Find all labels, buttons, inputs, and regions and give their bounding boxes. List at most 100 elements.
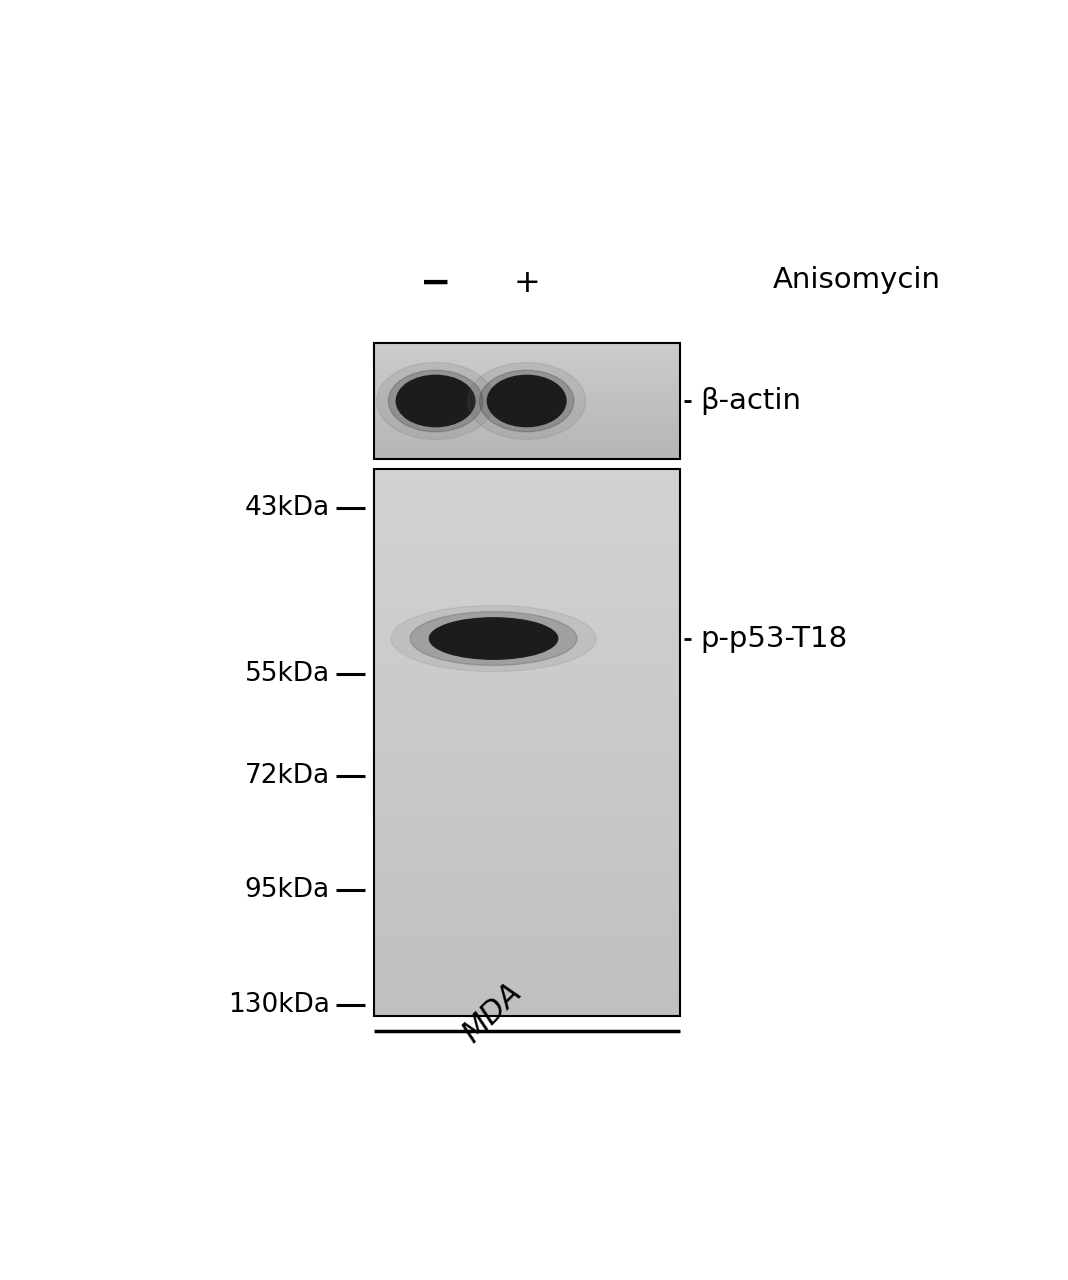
Bar: [374, 823, 679, 832]
Bar: [374, 762, 679, 769]
Bar: [374, 387, 679, 389]
Bar: [374, 659, 679, 667]
Bar: [374, 456, 679, 458]
Bar: [374, 495, 679, 503]
Bar: [374, 360, 679, 362]
Bar: [374, 502, 679, 509]
Bar: [374, 741, 679, 749]
Bar: [374, 980, 679, 988]
Bar: [374, 475, 679, 483]
Bar: [374, 584, 679, 593]
Bar: [374, 420, 679, 422]
Bar: [374, 435, 679, 438]
Bar: [374, 428, 679, 430]
Bar: [374, 422, 679, 424]
Bar: [374, 858, 679, 865]
Bar: [374, 398, 679, 401]
Bar: [374, 1009, 679, 1016]
Bar: [374, 618, 679, 626]
Bar: [374, 393, 679, 396]
Ellipse shape: [487, 375, 566, 426]
Bar: [374, 353, 679, 356]
Bar: [374, 755, 679, 763]
Bar: [374, 402, 679, 404]
Bar: [374, 728, 679, 736]
Bar: [374, 530, 679, 538]
Bar: [374, 927, 679, 934]
Text: MDA: MDA: [456, 978, 527, 1048]
Bar: [374, 1001, 679, 1009]
Bar: [374, 390, 679, 392]
Ellipse shape: [429, 618, 557, 659]
Bar: [374, 415, 679, 417]
Bar: [374, 694, 679, 701]
Bar: [374, 355, 679, 357]
Bar: [374, 831, 679, 838]
Bar: [374, 892, 679, 900]
Bar: [374, 430, 679, 433]
Bar: [374, 884, 679, 893]
Bar: [374, 810, 679, 818]
Bar: [374, 837, 679, 845]
Bar: [374, 864, 679, 873]
Bar: [374, 403, 679, 406]
Bar: [374, 489, 679, 497]
Bar: [374, 426, 679, 429]
Bar: [374, 919, 679, 927]
Bar: [374, 445, 679, 448]
Bar: [374, 343, 679, 460]
Bar: [374, 769, 679, 777]
Bar: [374, 436, 679, 439]
Bar: [374, 348, 679, 351]
Bar: [374, 378, 679, 380]
Bar: [374, 516, 679, 524]
Bar: [374, 563, 679, 572]
Bar: [374, 448, 679, 451]
Bar: [374, 803, 679, 810]
Text: 72kDa: 72kDa: [245, 763, 330, 790]
Bar: [374, 708, 679, 716]
Bar: [374, 899, 679, 906]
Bar: [374, 591, 679, 599]
Bar: [374, 375, 679, 378]
Bar: [374, 376, 679, 379]
Bar: [374, 721, 679, 728]
Bar: [374, 947, 679, 955]
Bar: [374, 468, 679, 476]
Bar: [374, 358, 679, 360]
Bar: [374, 439, 679, 442]
Bar: [374, 612, 679, 620]
Bar: [374, 396, 679, 398]
Bar: [374, 817, 679, 824]
Bar: [374, 380, 679, 383]
Bar: [374, 749, 679, 756]
Bar: [374, 440, 679, 443]
Bar: [374, 632, 679, 640]
Bar: [374, 419, 679, 421]
Bar: [374, 571, 679, 579]
Bar: [374, 425, 679, 428]
Bar: [374, 844, 679, 852]
Bar: [374, 410, 679, 412]
Bar: [374, 406, 679, 408]
Bar: [374, 364, 679, 366]
Bar: [374, 416, 679, 419]
Bar: [374, 913, 679, 920]
Bar: [374, 383, 679, 385]
Bar: [374, 374, 679, 376]
Bar: [374, 381, 679, 384]
Bar: [374, 968, 679, 975]
Bar: [374, 604, 679, 613]
Bar: [374, 933, 679, 941]
Text: Anisomycin: Anisomycin: [772, 266, 941, 293]
Bar: [374, 954, 679, 961]
Bar: [374, 851, 679, 859]
Bar: [374, 451, 679, 453]
Bar: [374, 385, 679, 388]
Bar: [374, 543, 679, 552]
Bar: [374, 782, 679, 790]
Bar: [374, 481, 679, 489]
Bar: [374, 625, 679, 634]
Bar: [374, 646, 679, 654]
Bar: [374, 468, 679, 1016]
